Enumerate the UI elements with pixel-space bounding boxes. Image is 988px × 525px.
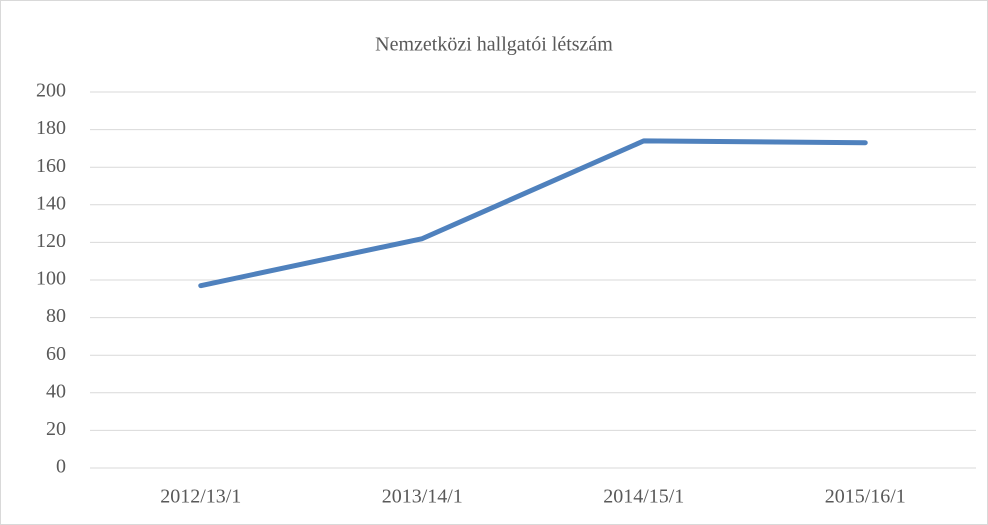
y-tick-label: 200 xyxy=(36,80,66,102)
y-tick-label: 160 xyxy=(36,155,66,177)
y-tick-label: 0 xyxy=(56,456,66,478)
y-tick-label: 180 xyxy=(36,117,66,139)
chart-title: Nemzetközi hallgatói létszám xyxy=(375,34,613,56)
y-tick-label: 20 xyxy=(46,418,66,440)
y-tick-label: 140 xyxy=(36,192,66,214)
x-tick-label: 2015/16/1 xyxy=(825,486,906,508)
y-tick-label: 60 xyxy=(46,343,66,365)
y-tick-label: 120 xyxy=(36,230,66,252)
y-tick-label: 100 xyxy=(36,268,66,290)
data-line xyxy=(198,138,868,289)
x-tick-label: 2012/13/1 xyxy=(160,486,241,508)
x-tick-label: 2013/14/1 xyxy=(382,486,463,508)
y-tick-label: 40 xyxy=(46,380,66,402)
x-tick-label: 2014/15/1 xyxy=(603,486,684,508)
y-tick-label: 80 xyxy=(46,305,66,327)
